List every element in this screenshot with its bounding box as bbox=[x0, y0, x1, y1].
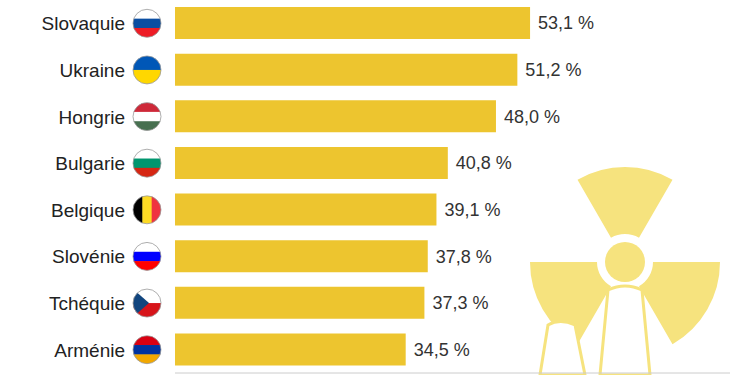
svg-text:51,2 %: 51,2 % bbox=[525, 60, 581, 80]
svg-text:39,1 %: 39,1 % bbox=[444, 200, 500, 220]
svg-text:40,8 %: 40,8 % bbox=[456, 153, 512, 173]
svg-text:34,5 %: 34,5 % bbox=[414, 340, 470, 360]
svg-text:37,8 %: 37,8 % bbox=[436, 247, 492, 267]
svg-text:Slovénie: Slovénie bbox=[52, 246, 125, 267]
svg-text:37,3 %: 37,3 % bbox=[432, 293, 488, 313]
svg-text:53,1 %: 53,1 % bbox=[538, 13, 594, 33]
svg-text:Ukraine: Ukraine bbox=[60, 60, 125, 81]
svg-text:Arménie: Arménie bbox=[54, 340, 125, 361]
svg-text:Tchéquie: Tchéquie bbox=[49, 293, 125, 314]
svg-text:48,0 %: 48,0 % bbox=[504, 107, 560, 127]
svg-text:Hongrie: Hongrie bbox=[58, 107, 125, 128]
svg-text:Belgique: Belgique bbox=[51, 200, 125, 221]
svg-text:Bulgarie: Bulgarie bbox=[55, 153, 125, 174]
svg-text:Slovaquie: Slovaquie bbox=[42, 13, 125, 34]
